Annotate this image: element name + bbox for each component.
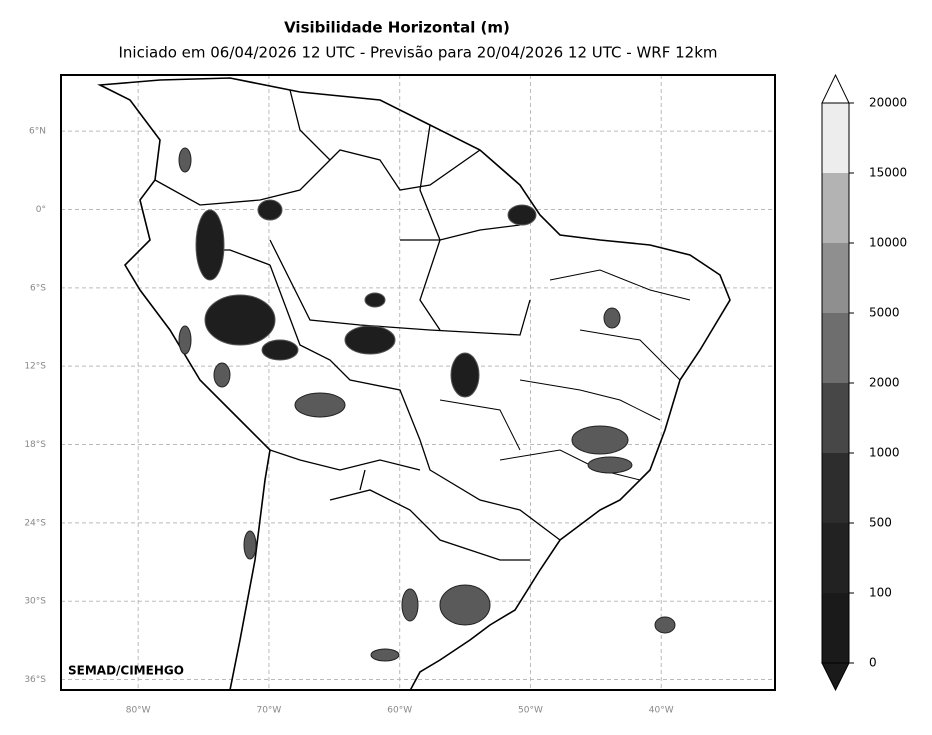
- coastline: [97, 77, 731, 690]
- x-tick-label: 70°W: [256, 706, 281, 716]
- fog-area: [178, 325, 192, 355]
- y-tick-label: 6°N: [29, 127, 46, 137]
- title: Visibilidade Horizontal (m): [284, 19, 510, 37]
- fog-area: [587, 456, 633, 474]
- fog-area: [243, 530, 257, 560]
- fog-area: [654, 616, 676, 634]
- fog-area: [571, 425, 629, 455]
- colorbar-band: [822, 593, 849, 663]
- x-tick-label: 40°W: [649, 706, 674, 716]
- fog-area: [344, 325, 396, 355]
- fog-area: [294, 392, 346, 418]
- country-borders: [154, 89, 561, 561]
- y-tick-label: 6°S: [30, 283, 46, 293]
- y-tick-label: 36°S: [24, 675, 46, 685]
- colorbar-tick-label: 500: [869, 516, 892, 530]
- y-tick-label: 30°S: [24, 597, 46, 607]
- colorbar-extend-high: [821, 73, 850, 104]
- y-tick-label: 24°S: [24, 518, 46, 528]
- colorbar-tick-label: 2000: [869, 376, 900, 390]
- colorbar: 0 100 500 1000 2000 5000 10000 15000 20000: [821, 73, 907, 692]
- colorbar-band: [822, 173, 849, 243]
- fog-area: [204, 294, 276, 346]
- colorbar-tick-label: 1000: [869, 446, 900, 460]
- colorbar-band: [822, 103, 849, 173]
- map-layer: [97, 77, 731, 690]
- fog-area: [401, 588, 419, 622]
- fog-area: [364, 292, 386, 308]
- fog-area: [370, 648, 400, 662]
- fog-area: [261, 339, 299, 361]
- fog-area: [439, 584, 491, 626]
- colorbar-tick-label: 100: [869, 586, 892, 600]
- colorbar-tick-label: 0: [869, 656, 877, 670]
- x-tick-label: 60°W: [387, 706, 412, 716]
- colorbar-band: [822, 453, 849, 523]
- colorbar-extend-low: [821, 662, 850, 692]
- state-borders: [439, 269, 691, 481]
- grid: [61, 75, 775, 690]
- fog-area: [450, 352, 480, 398]
- colorbar-band: [822, 243, 849, 313]
- x-tick-label: 50°W: [518, 706, 543, 716]
- subtitle: Iniciado em 06/04/2026 12 UTC - Previsão…: [118, 44, 717, 62]
- credit: SEMAD/CIMEHGO: [68, 664, 184, 678]
- colorbar-tick-label: 10000: [869, 236, 907, 250]
- fog-area: [603, 307, 621, 329]
- y-tick-label: 18°S: [24, 440, 46, 450]
- fog-area: [178, 147, 192, 173]
- map-frame: [60, 74, 776, 691]
- colorbar-tick-label: 20000: [869, 96, 907, 110]
- y-tick-label: 12°S: [24, 362, 46, 372]
- fog-area: [507, 204, 537, 226]
- colorbar-band: [822, 313, 849, 383]
- x-tick-label: 80°W: [126, 706, 151, 716]
- fog-area: [195, 209, 225, 281]
- colorbar-tick-label: 5000: [869, 306, 900, 320]
- colorbar-tick-label: 15000: [869, 166, 907, 180]
- colorbar-band: [822, 523, 849, 593]
- fog-area: [213, 362, 231, 388]
- fog-area: [257, 199, 283, 221]
- colorbar-band: [822, 383, 849, 453]
- y-tick-label: 0°: [36, 205, 46, 215]
